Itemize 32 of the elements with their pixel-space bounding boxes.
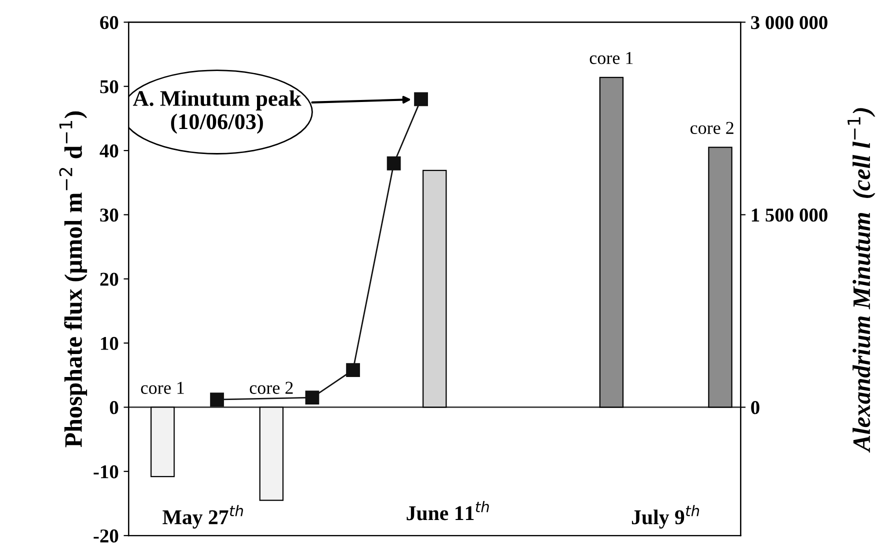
y-tick-label: 20 bbox=[100, 272, 118, 286]
y-axis-title: Phosphate flux (µmol m$^{−2}$ d$^{−1}$) bbox=[59, 111, 88, 448]
bar bbox=[422, 170, 447, 408]
annotation: core 2 bbox=[690, 122, 734, 134]
x-tick-label: July 9$^{th}$ bbox=[632, 505, 700, 529]
y-tick-label: 30 bbox=[100, 208, 118, 222]
y2-tick-label: 0 bbox=[751, 401, 760, 414]
bar bbox=[708, 146, 732, 408]
point bbox=[305, 390, 320, 405]
y2-tick-label: 1 500 000 bbox=[752, 208, 828, 222]
y2-tick-label: 3 000 000 bbox=[751, 16, 828, 30]
point bbox=[210, 392, 224, 406]
point bbox=[386, 156, 401, 170]
annotation: A. Minutum peak (10/06/03) bbox=[132, 90, 302, 134]
point bbox=[414, 92, 428, 106]
y-tick-label: -10 bbox=[94, 465, 118, 478]
bar bbox=[599, 76, 624, 408]
annotation: core 1 bbox=[590, 52, 633, 64]
y-tick-label: 50 bbox=[100, 80, 118, 94]
annotation: core 2 bbox=[250, 382, 293, 394]
y-tick-label: 0 bbox=[110, 401, 118, 414]
x-tick-label: June 11$^{th}$ bbox=[406, 501, 489, 520]
y-tick-label: 60 bbox=[100, 16, 118, 30]
point bbox=[346, 363, 360, 377]
bar bbox=[150, 406, 175, 478]
annotation: core 1 bbox=[141, 382, 184, 394]
y-tick-label: -20 bbox=[94, 529, 118, 543]
x-tick-label: May 27$^{th}$ bbox=[162, 505, 243, 529]
bar bbox=[259, 406, 284, 501]
y-tick-label: 40 bbox=[100, 144, 118, 158]
y2-axis-title: Alexandrium Minutum (cell l$^{−1}$) bbox=[848, 108, 876, 453]
y-tick-label: 10 bbox=[101, 336, 118, 350]
